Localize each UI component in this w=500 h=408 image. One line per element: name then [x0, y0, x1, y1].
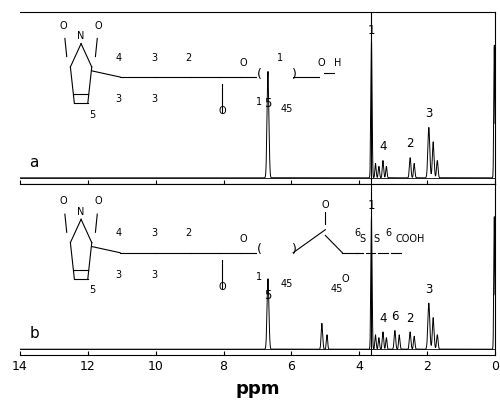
Text: 3: 3	[151, 228, 157, 238]
Text: 5: 5	[89, 286, 96, 295]
Text: b: b	[30, 326, 39, 341]
Text: (: (	[257, 243, 262, 256]
Text: 3: 3	[151, 94, 157, 104]
Text: 6: 6	[391, 310, 398, 323]
Text: 2: 2	[406, 312, 414, 325]
Text: COOH: COOH	[396, 234, 425, 244]
Text: 45: 45	[281, 104, 293, 114]
Text: 5: 5	[264, 289, 272, 302]
Text: ppm: ppm	[236, 380, 280, 398]
Text: O: O	[94, 196, 102, 206]
Text: 2: 2	[185, 228, 191, 238]
Text: 3: 3	[116, 270, 121, 280]
Text: 1: 1	[276, 53, 282, 63]
Text: ): )	[292, 68, 298, 81]
Text: O: O	[60, 196, 68, 206]
Text: H: H	[334, 58, 341, 69]
Text: O: O	[60, 21, 68, 31]
Text: 1: 1	[256, 272, 262, 282]
Text: 1: 1	[368, 24, 375, 37]
Text: 6: 6	[385, 228, 391, 238]
Text: 2: 2	[185, 53, 191, 63]
Text: 4: 4	[380, 312, 387, 325]
Text: (: (	[257, 68, 262, 81]
Text: 4: 4	[116, 53, 121, 63]
Text: S: S	[360, 234, 366, 244]
Text: 1: 1	[368, 200, 375, 213]
Text: 3: 3	[116, 94, 121, 104]
Text: 5: 5	[264, 97, 272, 110]
Text: 5: 5	[89, 110, 96, 120]
Text: 45: 45	[281, 279, 293, 289]
Text: 1: 1	[256, 97, 262, 106]
Text: 45: 45	[331, 284, 344, 295]
Text: 3: 3	[425, 283, 432, 296]
Text: O: O	[218, 282, 226, 292]
Text: O: O	[318, 58, 325, 69]
Text: 6: 6	[354, 228, 360, 238]
Text: O: O	[240, 234, 247, 244]
Text: N: N	[78, 31, 85, 41]
Text: 2: 2	[406, 137, 414, 151]
Text: N: N	[78, 207, 85, 217]
Text: 3: 3	[425, 107, 432, 120]
Text: S: S	[373, 234, 380, 244]
Text: ): )	[292, 243, 298, 256]
Text: 4: 4	[116, 228, 121, 238]
Text: 3: 3	[151, 53, 157, 63]
Text: 3: 3	[151, 270, 157, 280]
Text: O: O	[218, 106, 226, 116]
Text: 4: 4	[380, 140, 387, 153]
Text: O: O	[322, 200, 329, 210]
Text: a: a	[30, 155, 39, 170]
Text: O: O	[240, 58, 247, 69]
Text: O: O	[342, 274, 349, 284]
Text: O: O	[94, 21, 102, 31]
